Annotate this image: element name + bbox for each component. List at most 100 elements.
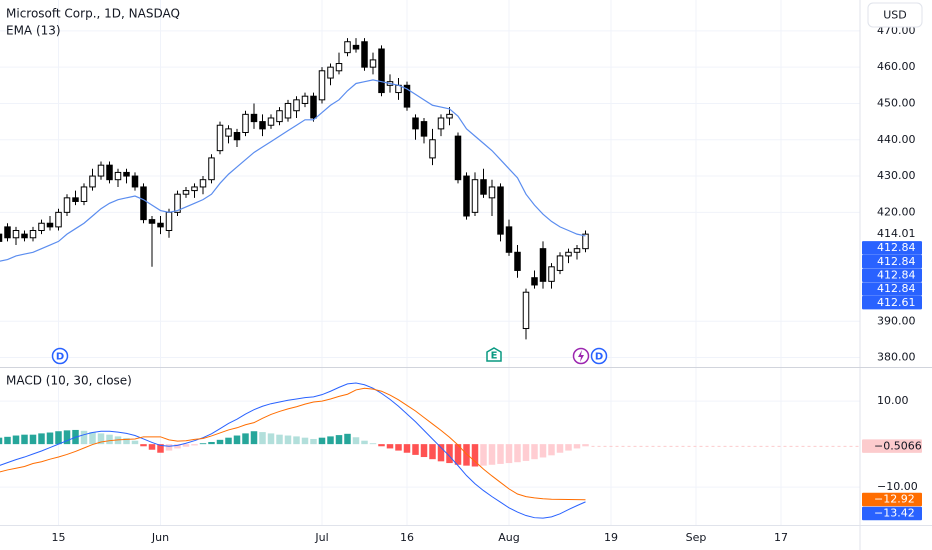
candle-body [216, 124, 224, 152]
price-tag [862, 241, 922, 255]
histogram-bar [174, 444, 181, 449]
currency-label[interactable]: USD [883, 9, 907, 22]
candle-body [539, 248, 547, 282]
candle-body [463, 175, 470, 217]
value-tag-label: −0.5066 [874, 439, 922, 452]
earnings-marker[interactable] [486, 347, 502, 362]
chart-title: Microsoft Corp., 1D, NASDAQ [6, 7, 180, 21]
candle-body [0, 233, 3, 242]
histogram-bar [293, 436, 300, 445]
price-tag-label: 412.84 [877, 282, 916, 295]
price-tag [862, 295, 922, 310]
candle-body [250, 113, 258, 123]
ema-legend: EMA (13) [6, 24, 61, 38]
candle-body [531, 277, 538, 286]
histogram-bar [89, 432, 96, 445]
candle-body [259, 121, 266, 130]
candle-body [454, 135, 462, 181]
histogram-bar [573, 444, 581, 449]
candle-body [276, 110, 283, 123]
candle-body [548, 266, 555, 282]
histogram-bar [548, 444, 555, 456]
histogram-bar [131, 440, 139, 445]
candle-body [148, 219, 156, 224]
price-tag [862, 282, 922, 296]
value-tag [862, 439, 922, 453]
candle-body [437, 117, 445, 130]
histogram-bar [12, 435, 20, 445]
y-tick-label: 430.00 [877, 169, 916, 182]
histogram-bar [327, 436, 334, 445]
candle-body [191, 186, 198, 192]
candle-body [233, 131, 241, 141]
histogram-bar [344, 433, 351, 445]
candle-body [12, 230, 20, 239]
candle-body [412, 117, 419, 130]
candle-body [556, 255, 564, 271]
dividend-marker-label: D [56, 352, 64, 363]
x-tick-label: Sep [686, 531, 707, 544]
candle-body [55, 211, 62, 228]
macd-line [0, 382, 586, 519]
x-tick-label: 15 [52, 531, 66, 544]
histogram-bar [471, 444, 479, 467]
candle-body [29, 230, 37, 239]
axes: 470.00460.00450.00440.00430.00420.00390.… [52, 24, 922, 544]
candle-body [199, 179, 207, 188]
candle-body [497, 186, 504, 235]
candle-body [157, 222, 164, 228]
event-markers: D E D [51, 347, 608, 365]
candle-body [38, 222, 45, 232]
candle-body [573, 248, 581, 253]
x-tick-label: 19 [604, 531, 618, 544]
candle-body [174, 193, 181, 213]
dividend-marker[interactable] [51, 347, 69, 365]
histogram-bar [378, 444, 385, 447]
histogram-bar [403, 444, 411, 453]
ema-line [0, 79, 586, 262]
dividend-marker[interactable] [590, 347, 608, 365]
candle-body [242, 113, 249, 133]
histogram-bar [140, 444, 147, 447]
y-tick-label: 450.00 [877, 96, 916, 109]
value-tag-label: −13.42 [874, 507, 915, 520]
histogram-bar [182, 444, 190, 447]
usd-button-frame[interactable] [867, 2, 923, 28]
histogram-bar [29, 434, 37, 445]
usd-button[interactable]: USD [867, 2, 923, 28]
histogram-bar [63, 430, 71, 445]
histogram-bar [97, 433, 105, 445]
histogram-bar [582, 444, 589, 447]
macd-title: MACD (10, 30, close) [6, 374, 132, 388]
histogram-bar [539, 444, 547, 458]
candle-body [80, 186, 88, 202]
candle-body [446, 113, 453, 119]
histogram-bar [318, 437, 326, 445]
histogram-bar [454, 444, 462, 465]
candle-body [46, 222, 54, 228]
candle-body [522, 291, 530, 330]
histogram-bar [556, 444, 564, 453]
candle-body [488, 186, 496, 199]
dividend-marker-label: D [595, 352, 603, 363]
histogram-bar [208, 441, 215, 445]
candle-body [480, 179, 487, 195]
histogram-bar [505, 444, 513, 464]
histogram-bar [267, 433, 275, 445]
candle-body [114, 171, 122, 181]
histogram-bar [488, 444, 496, 465]
candle-body [514, 251, 521, 271]
candle-body [267, 117, 275, 126]
candle-body [21, 233, 28, 239]
price-tag-label: 412.84 [877, 241, 916, 254]
x-tick-label: Jun [151, 531, 169, 544]
x-tick-label: Aug [498, 531, 519, 544]
histogram-bar [148, 444, 156, 450]
candle-body [165, 211, 173, 232]
histogram-bar [514, 444, 521, 463]
candle-body [344, 41, 351, 54]
candle-body [310, 95, 317, 119]
histogram-bar [0, 437, 3, 445]
candle-body [123, 171, 130, 177]
